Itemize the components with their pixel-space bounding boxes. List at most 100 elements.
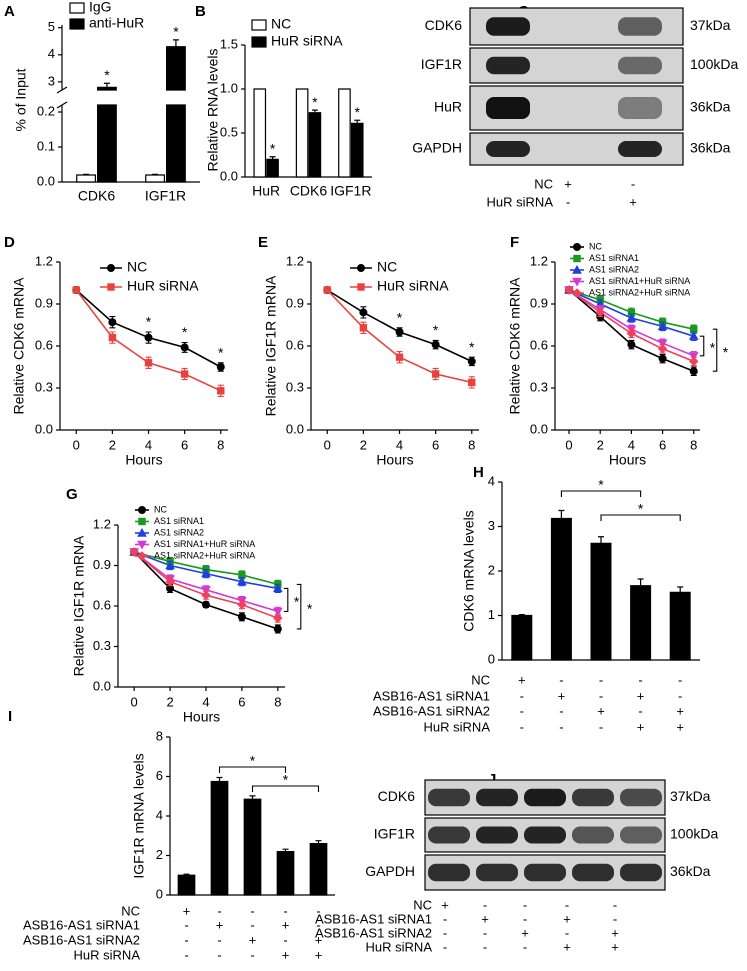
condition-sign: + [216,917,224,932]
condition-sign: - [483,897,487,912]
error-bar [216,776,223,782]
bar [76,174,96,183]
marker [626,312,637,322]
blot-size-label: 37kDa [690,17,731,33]
condition-sign: - [599,719,603,734]
blot-band [476,826,518,844]
marker [359,324,368,332]
x-tick-label: 4 [396,437,403,452]
condition-label: ASB16-AS1 siRNA2 [373,703,490,718]
error-bar [311,109,318,113]
blot-band [428,788,470,807]
y-tick-label: 0.6 [35,337,53,352]
annotation: * [173,24,179,40]
x-axis-label: Hours [183,709,220,725]
marker [165,560,175,570]
marker [595,307,605,318]
error-bar [518,614,525,616]
y-tick-label: 0.0 [530,421,548,436]
legend-label: AS1 siRNA2 [589,264,639,274]
blot-band [572,788,614,807]
x-tick-label: 4 [628,437,635,452]
error-bar [677,586,684,593]
condition-sign: + [597,703,605,718]
legend-label: AS1 siRNA1 [154,516,204,526]
legend-swatch [69,2,85,14]
error-bar [83,173,90,175]
bar [266,158,279,178]
bracket [251,785,320,792]
y-tick-label: 2 [488,562,495,577]
condition-label: NC [534,176,553,191]
blot-band [572,863,614,882]
y-tick-label: 0.0 [93,678,111,693]
condition-sign: - [565,925,569,940]
marker [72,286,80,294]
x-axis-label: Hours [125,452,162,468]
error-bar [249,795,256,800]
condition-label: ASB16-AS1 siRNA1 [373,688,490,703]
x-tick-label: 4 [202,694,209,709]
bracket-label: * [283,772,289,788]
blot-band [428,826,470,844]
blot-row-label: GAPDH [412,140,462,156]
marker [572,264,582,274]
bracket [218,766,287,773]
bar [276,850,295,896]
annotation: * [218,345,224,361]
marker [180,343,189,352]
marker [573,254,581,263]
blot-band [428,863,470,882]
error-bar [269,156,276,160]
bar [590,542,612,661]
condition-sign: - [520,703,524,718]
x-tick-label: IGF1R [145,188,186,204]
marker [165,576,175,587]
blot-band [572,826,614,844]
marker [431,370,440,378]
condition-sign: - [678,688,682,703]
marker [108,318,117,327]
blot-band [618,17,662,36]
condition-sign: + [282,917,290,932]
y-tick-label: 1.5 [220,36,238,51]
y-tick-label: 0.6 [530,337,548,352]
marker [468,378,476,387]
bar [308,112,322,178]
blot-band [524,863,566,882]
blot-size-label: 36kDa [690,99,731,115]
marker [657,339,668,349]
y-axis-label: Relative CDK6 mRNA [507,277,523,415]
y-tick-label: 1.2 [530,253,548,268]
legend-swatch [69,18,85,30]
y-axis-label: Relative IGF1R mRNA [71,535,87,676]
bracket [296,583,302,630]
panel-letter: F [510,234,519,251]
y-tick-label: 4 [488,473,495,488]
y-axis-label: Relative RNA levels [205,49,221,172]
marker [689,356,699,367]
condition-sign: - [599,672,603,687]
y-tick-label: 0.2 [37,103,55,118]
bracket [600,514,681,521]
marker [108,333,117,342]
panel-letter: G [66,486,78,503]
y-tick-label: 1.2 [35,253,53,268]
blot-band [618,141,662,157]
bracket [712,328,718,372]
x-axis-label: Hours [609,452,646,468]
x-tick-label: 2 [166,694,173,709]
x-tick-label: 4 [145,437,152,452]
annotation: * [355,104,361,120]
y-axis-label: Relative IGF1R mRNA [263,275,279,416]
bracket-label: * [294,594,300,610]
condition-sign: + [481,911,489,926]
x-tick-label: 6 [659,437,666,452]
error-bar [103,82,110,88]
error-bar [152,173,159,175]
marker [273,613,283,623]
y-axis-label: % of Input [13,68,29,131]
y-tick-label: 0.6 [93,597,111,612]
x-tick-label: 8 [274,694,281,709]
blot-size-label: 100kDa [670,826,718,842]
